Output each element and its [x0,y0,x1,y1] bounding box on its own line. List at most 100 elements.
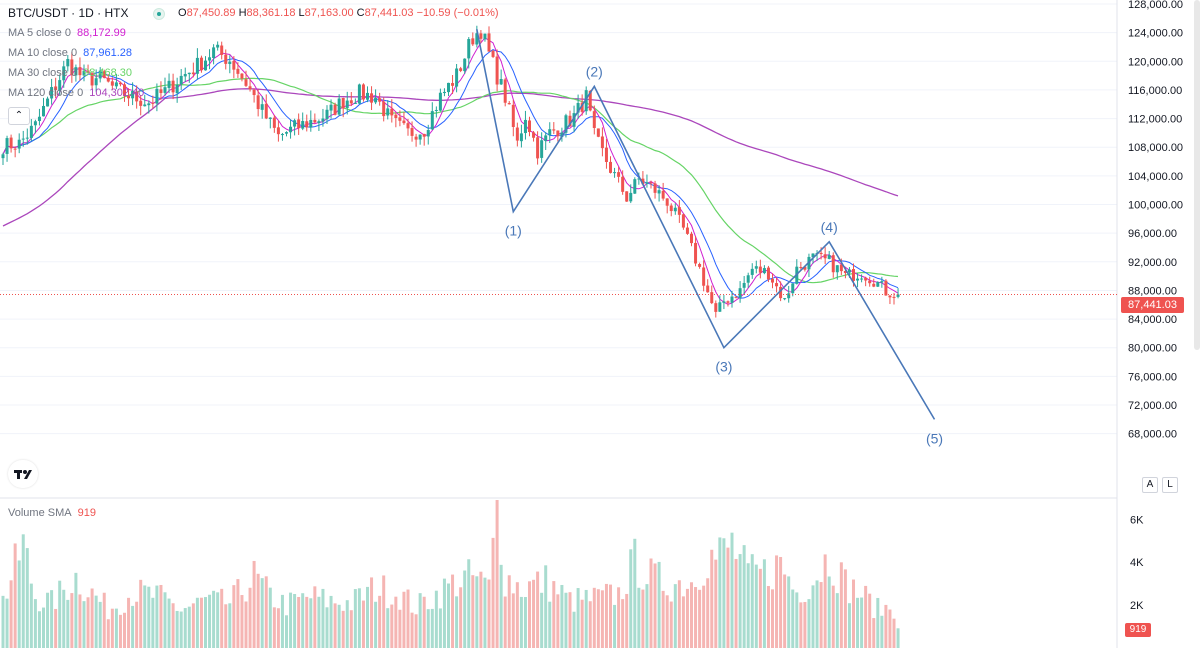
candle-body [42,105,45,117]
candle-body [758,266,762,273]
candle-body [536,137,540,159]
volume-bar [572,611,576,648]
candle-body [702,267,706,286]
candle-body [151,102,155,104]
candle-body [37,116,41,122]
volume-bar [681,596,685,648]
candle-body [483,33,487,40]
candlestick-series [1,25,900,318]
candle-body [491,50,495,57]
volume-bar [317,596,321,648]
candle-body [714,303,718,312]
candle-body [528,120,531,133]
candle-body [860,278,864,280]
log-scale-button[interactable]: L [1162,477,1178,493]
symbol-label: BTC/USDT · 1D · HTX [8,6,129,20]
candle-body [374,97,378,103]
volume-bar [815,580,819,648]
volume-bar [677,580,681,648]
candle-body [430,111,434,130]
candle-body [459,68,463,71]
volume-bar [42,607,45,648]
volume-bar [123,612,126,648]
candle-body [357,84,361,104]
candle-body [451,83,455,86]
ma5-legend[interactable]: MA 5 close 0 88,172.99 [8,27,126,39]
volume-bar [669,601,673,648]
candle-body [827,255,831,259]
candle-body [139,100,143,106]
ma120-legend[interactable]: MA 120 close 0 104,302.40 [8,87,144,99]
volume-bar [519,596,523,648]
volume-bar [102,592,106,648]
open-value: 87,450.89 [186,7,236,19]
volume-bar [479,571,483,648]
candle-body [685,227,689,234]
volume-bar [795,592,799,648]
candle-body [718,302,722,312]
candle-body [677,207,681,215]
volume-bar [378,595,382,648]
elliott-wave-drawing[interactable]: (1) (2) (3) (4) (5) [476,28,943,446]
market-status-icon[interactable] [153,8,165,20]
candle-body [600,136,604,149]
candle-body [872,283,876,287]
candle-body [519,133,523,142]
candle-body [880,281,884,283]
ma5-value: 88,172.99 [76,27,126,39]
auto-scale-button[interactable]: A [1142,477,1158,493]
candle-body [309,119,313,128]
candle-body [58,80,62,91]
candle-body [783,298,787,300]
candle-body [803,266,807,270]
collapse-legend-button[interactable]: ⌃ [8,107,30,125]
candle-body [260,104,264,110]
candle-body [766,267,770,280]
close-value: 87,441.03 [364,7,414,19]
candle-body [487,33,491,52]
volume-bar [637,587,641,648]
volume-legend[interactable]: Volume SMA 919 [8,507,96,519]
ma5-label: MA 5 close 0 [8,27,71,39]
candle-body [280,134,284,136]
candle-body [123,84,126,96]
candle-body [787,293,791,299]
candle-body [572,113,576,127]
volume-bar [361,600,365,648]
candle-body [625,191,629,202]
volume-bar [21,534,25,648]
ma10-legend[interactable]: MA 10 close 0 87,961.28 [8,47,132,59]
low-label: L [298,7,305,19]
volume-bar [690,582,693,648]
volume-bar [819,582,823,648]
candle-body [738,288,742,298]
ma30-legend[interactable]: MA 30 close 0 98,468.30 [8,67,132,79]
price-tick-label: 68,000.00 [1128,429,1177,441]
volume-bar [297,596,301,648]
tradingview-logo-icon[interactable] [8,460,38,488]
volume-bar [252,560,256,648]
candle-body [86,70,90,73]
candle-body [556,130,560,137]
volume-bar [852,579,855,648]
volume-bar [884,604,888,648]
volume-bar [175,610,179,648]
candle-body [892,296,896,298]
volume-bar [491,537,495,648]
candle-body [398,117,402,121]
candle-body [244,79,248,86]
candle-body [345,100,349,108]
candle-body [305,121,309,128]
volume-bar [750,554,754,648]
low-value: 87,163.00 [304,7,354,19]
candle-body [66,58,70,67]
candle-body [143,104,147,107]
symbol-title[interactable]: BTC/USDT · 1D · HTX [8,7,128,21]
candle-body [669,205,673,212]
volume-bar [276,608,280,648]
price-tick-label: 84,000.00 [1128,314,1177,326]
volume-bar [329,595,333,648]
candle-body [212,47,216,58]
vertical-scrollbar[interactable] [1194,0,1200,350]
